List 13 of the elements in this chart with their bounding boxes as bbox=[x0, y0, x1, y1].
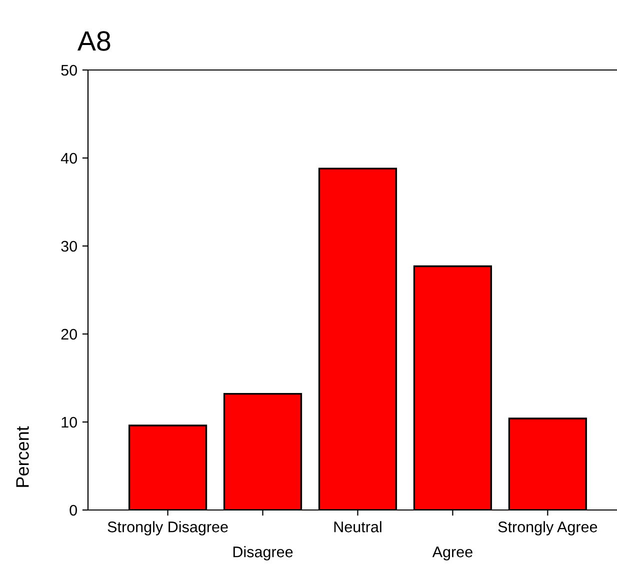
y-axis-title: Percent bbox=[16, 426, 29, 487]
y-tick-label: 20 bbox=[61, 328, 77, 340]
y-tick-label: 40 bbox=[60, 152, 77, 164]
x-tick-label: Strongly Agree bbox=[498, 521, 598, 536]
y-tick-label: 50 bbox=[61, 64, 77, 76]
x-tick-label: Disagree bbox=[233, 546, 293, 560]
x-tick-label: Neutral bbox=[334, 521, 382, 532]
x-tick-label: Agree bbox=[432, 546, 472, 560]
x-tick-label: Strongly Disagree bbox=[108, 521, 228, 536]
y-tick-label: 10 bbox=[62, 416, 77, 428]
chart-title: A8 bbox=[77, 31, 110, 51]
y-tick-label: 30 bbox=[61, 240, 77, 252]
y-tick-label: 0 bbox=[70, 504, 77, 516]
